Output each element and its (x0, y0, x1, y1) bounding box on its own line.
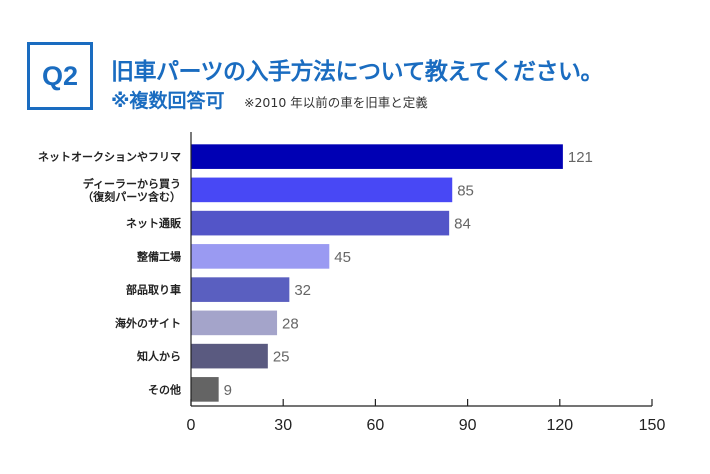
bars-group (191, 144, 563, 402)
bar (191, 244, 330, 269)
value-label: 121 (568, 149, 593, 166)
value-label: 9 (224, 382, 232, 399)
bar (191, 343, 268, 369)
value-label: 28 (282, 315, 299, 332)
x-tick-label: 120 (546, 417, 573, 434)
category-label: 部品取り車 (126, 283, 181, 297)
x-tick-label: 0 (187, 417, 196, 434)
definition-note: ※2010 年以前の車を旧車と定義 (244, 95, 428, 110)
bar (191, 277, 290, 302)
value-label: 84 (454, 216, 471, 233)
bar (191, 144, 563, 169)
value-label: 45 (334, 249, 351, 266)
x-tick-label: 30 (274, 417, 292, 434)
bar (191, 377, 219, 402)
x-tick-label: 60 (367, 417, 385, 434)
value-label: 85 (457, 182, 474, 199)
category-label: ネット通販 (126, 216, 182, 230)
category-label: ディーラーから買う (83, 176, 181, 190)
value-label: 25 (273, 349, 290, 366)
question-badge: Q2 (27, 42, 93, 110)
question-number: Q2 (41, 61, 79, 91)
category-label: （復刻パーツ含む） (82, 189, 181, 203)
chart-subtitle: ※複数回答可 (111, 90, 225, 112)
x-tick-label: 150 (639, 417, 666, 434)
value-labels: 121 85 84 45 32 28 25 9 (224, 149, 593, 399)
bar (191, 310, 278, 336)
bar (191, 210, 450, 236)
chart-title: 旧車パーツの入手方法について教えてください。 (111, 59, 604, 85)
category-label: 知人から (136, 349, 181, 363)
category-label: 海外のサイト (115, 316, 181, 330)
bar (191, 177, 453, 203)
category-label: 整備工場 (136, 249, 181, 263)
category-label: ネットオークションやフリマ (38, 151, 181, 164)
value-label: 32 (294, 282, 311, 299)
x-tick-label: 90 (459, 417, 477, 434)
axes: 0 30 60 90 120 150 (187, 132, 666, 434)
category-label: その他 (148, 382, 181, 396)
